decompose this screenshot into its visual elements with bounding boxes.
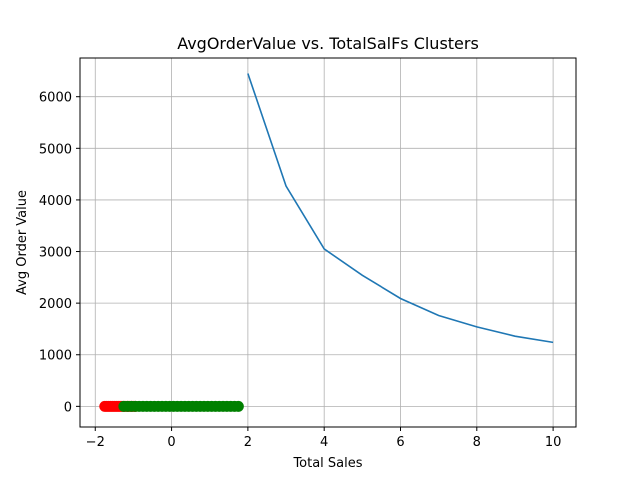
data-marks	[99, 73, 554, 412]
y-tick-label: 2000	[39, 297, 72, 312]
x-tick-label: 8	[473, 435, 481, 450]
x-tick-label: −2	[86, 435, 105, 450]
y-tick-label: 3000	[39, 246, 72, 261]
x-tick-label: 0	[167, 435, 175, 450]
x-tick-label: 4	[320, 435, 328, 450]
y-tick-label: 1000	[39, 349, 72, 364]
plot-frame	[79, 57, 577, 428]
y-tick-label: 4000	[39, 194, 72, 209]
y-tick-label: 0	[64, 400, 72, 415]
x-axis-label: Total Sales	[292, 456, 362, 471]
y-tick-label: 6000	[39, 91, 72, 106]
y-axis-label: Avg Order Value	[15, 190, 30, 295]
x-tick-label: 6	[396, 435, 404, 450]
chart-title: AvgOrderValue vs. TotalSalFs Clusters	[177, 34, 479, 53]
y-tick-label: 5000	[39, 142, 72, 157]
scatter-point	[232, 400, 244, 412]
x-tick-label: 10	[545, 435, 562, 450]
line-series	[247, 73, 554, 344]
ticks: −2 0 2 4 6 8 10 0 1000 2000 3000 4000 5000 6000	[39, 91, 561, 450]
x-tick-label: 2	[244, 435, 252, 450]
plot-area	[80, 58, 576, 427]
